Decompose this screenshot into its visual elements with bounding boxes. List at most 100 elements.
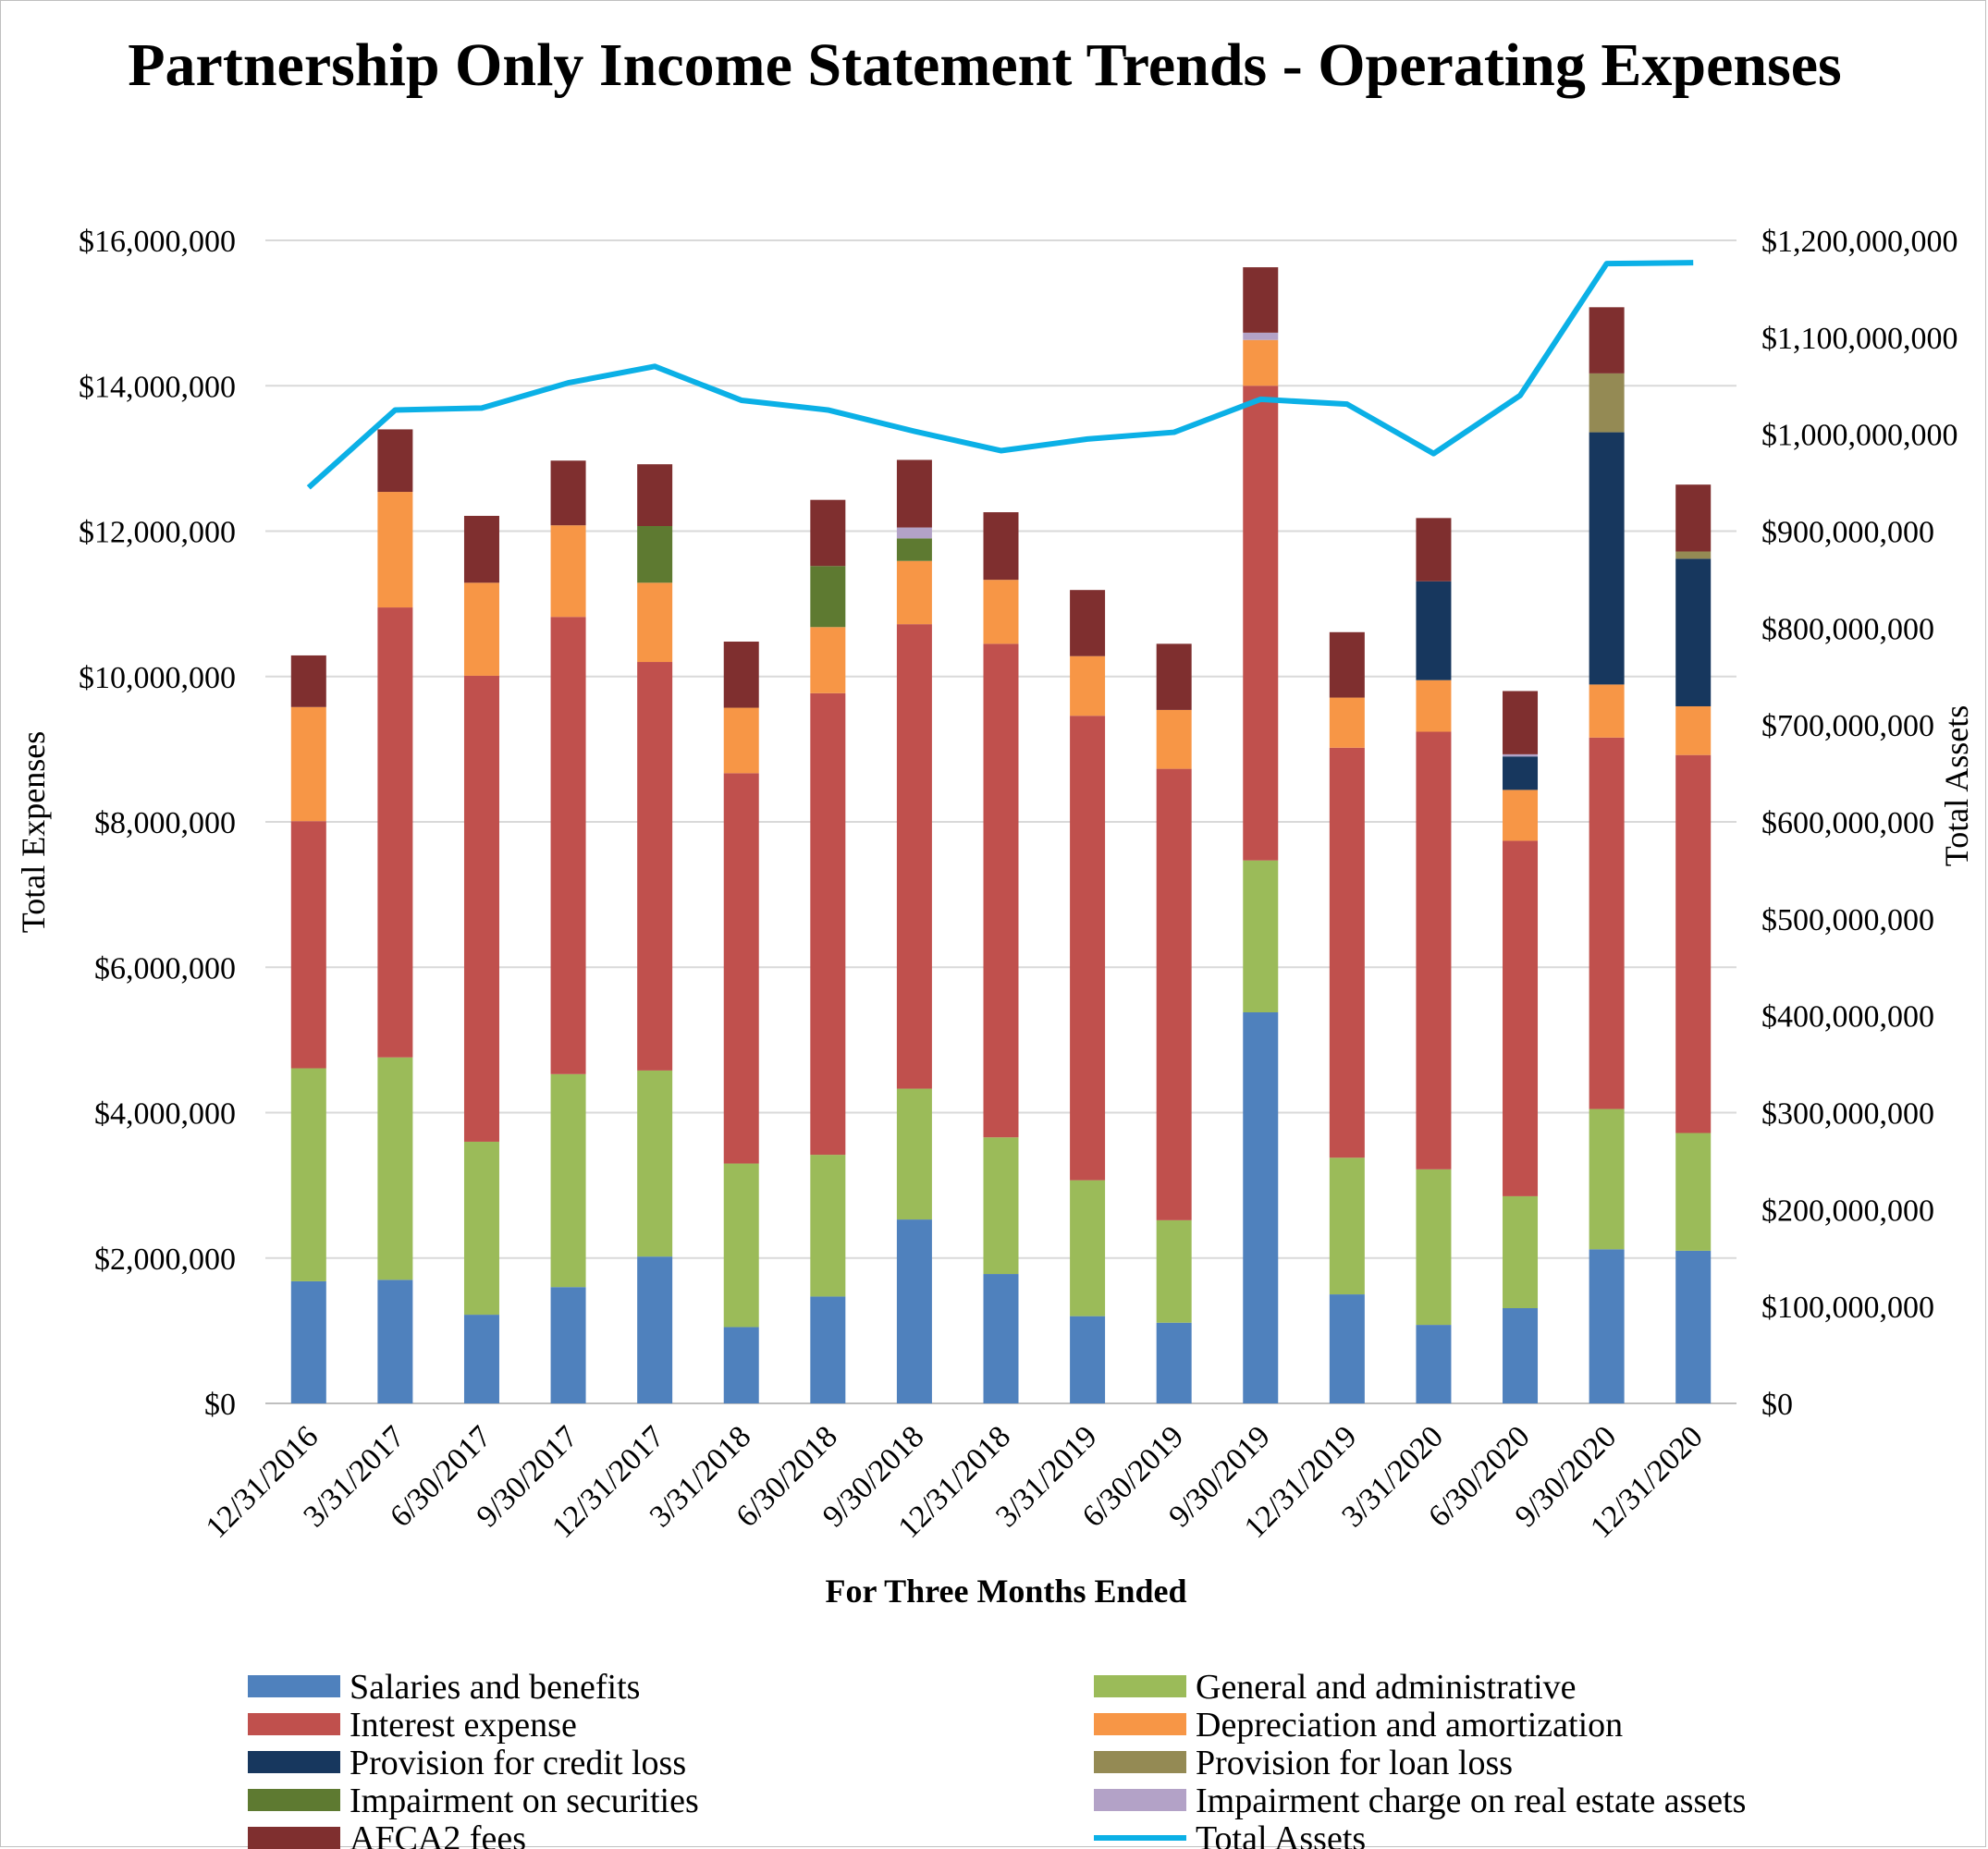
bar-segment (896, 624, 932, 1089)
bar-segment (1070, 716, 1106, 1181)
y2-tick-label: $300,000,000 (1761, 1097, 1934, 1132)
bar-segment (290, 821, 326, 1069)
legend-swatch (1094, 1675, 1186, 1697)
bar-segment (1070, 655, 1106, 716)
bar-segment (463, 1141, 499, 1316)
bar-segment (290, 1280, 326, 1403)
legend-label: Depreciation and amortization (1196, 1706, 1623, 1745)
x-axis-ticks: 12/31/20163/31/20176/30/20179/30/201712/… (200, 1419, 1710, 1545)
bar-segment (1503, 1195, 1539, 1309)
bar-segment (463, 582, 499, 676)
bar-segment (1675, 484, 1712, 552)
bar-segment (1416, 518, 1452, 582)
legend: Salaries and benefits General and adminis… (248, 1668, 1746, 1849)
bar-segment (463, 515, 499, 583)
bar-segment (1589, 373, 1625, 433)
bar-segment (810, 692, 846, 1156)
bar-segment (377, 492, 413, 608)
bar-segment (983, 643, 1019, 1138)
bar-segment (1329, 1294, 1365, 1403)
legend-swatch (248, 1751, 340, 1773)
legend-swatch (248, 1713, 340, 1735)
y2-axis-title: Total Assets (1938, 705, 1975, 866)
bar-segment (550, 1287, 586, 1403)
bar-segment (290, 655, 326, 707)
bar-segment (1329, 747, 1365, 1158)
bar-segment (1589, 1108, 1625, 1250)
bar-segment (637, 582, 673, 663)
bar-segment (637, 464, 673, 526)
bar-segment (810, 566, 846, 628)
bar-segment (290, 1068, 326, 1281)
bar-segment (1416, 731, 1452, 1169)
bar-segment (1675, 754, 1712, 1133)
bar-segment (896, 1219, 932, 1403)
left-axis-ticks: $0 $2,000,000 $4,000,000 $6,000,000 $8,000,0… (79, 225, 236, 1422)
bar-segment (983, 1274, 1019, 1403)
bar-segment (896, 1088, 932, 1220)
bar-segment (1503, 753, 1539, 757)
bar-segment (377, 1057, 413, 1280)
bar-segment (1416, 581, 1452, 680)
bar-segment (723, 642, 759, 708)
legend-label: AFCA2 fees (350, 1819, 526, 1849)
legend-label: Interest expense (350, 1706, 577, 1745)
y2-tick-label: $1,100,000,000 (1761, 322, 1958, 356)
bar-segment (377, 607, 413, 1058)
y2-tick-label: $900,000,000 (1761, 516, 1934, 550)
total-assets-line-layer (306, 260, 1694, 490)
legend-swatch (248, 1789, 340, 1811)
bar-segment (377, 1280, 413, 1403)
bar-segment (1329, 697, 1365, 748)
bar-segment (637, 525, 673, 583)
bar-segment (1675, 558, 1712, 706)
bar-segment (1589, 684, 1625, 738)
bar-segment (1675, 1133, 1712, 1251)
bar-segment (1675, 705, 1712, 755)
legend-swatch (1094, 1751, 1186, 1773)
bar-segment (1070, 590, 1106, 656)
bar-segment (723, 773, 759, 1164)
bar-segment (896, 560, 932, 625)
bar-segment (983, 1137, 1019, 1275)
bar-segment (637, 662, 673, 1071)
y-tick-label: $16,000,000 (79, 225, 236, 259)
bar-segment (723, 1163, 759, 1328)
y2-tick-label: $200,000,000 (1761, 1194, 1934, 1228)
bar-segment (463, 675, 499, 1142)
bar-segment (1243, 339, 1279, 386)
bar-segment (1156, 1322, 1192, 1403)
legend-label: Impairment charge on real estate assets (1196, 1782, 1746, 1820)
bar-segment (1416, 1169, 1452, 1326)
y2-tick-label: $700,000,000 (1761, 709, 1934, 743)
bar-segment (896, 527, 932, 539)
bar-segment (1070, 1180, 1106, 1316)
legend-swatch (248, 1675, 340, 1697)
bar-segment (1589, 1249, 1625, 1403)
legend-label: General and administrative (1196, 1668, 1577, 1707)
bar-segment (1156, 768, 1192, 1220)
legend-swatch (1094, 1713, 1186, 1735)
bar-segment (1416, 680, 1452, 732)
bar-segment (1416, 1325, 1452, 1403)
bar-segment (810, 1296, 846, 1403)
bar-segment (723, 707, 759, 774)
bar-segment (983, 580, 1019, 644)
y-tick-label: $4,000,000 (94, 1097, 236, 1132)
bar-segment (1589, 737, 1625, 1109)
x-axis-title: For Three Months Ended (825, 1573, 1186, 1610)
legend-label: Total Assets (1196, 1819, 1366, 1849)
bar-segment (463, 1315, 499, 1403)
y-tick-label: $0 (204, 1388, 236, 1422)
bar-segment (1070, 1316, 1106, 1403)
bar-segment (637, 1256, 673, 1403)
y-tick-label: $14,000,000 (79, 370, 236, 404)
bar-segment (1156, 1219, 1192, 1323)
bar-segment (550, 460, 586, 526)
bar-segment (983, 512, 1019, 581)
bar-segment (810, 1155, 846, 1297)
bar-segment (1503, 1308, 1539, 1403)
bar-segment (896, 538, 932, 561)
y-tick-label: $2,000,000 (94, 1243, 236, 1277)
